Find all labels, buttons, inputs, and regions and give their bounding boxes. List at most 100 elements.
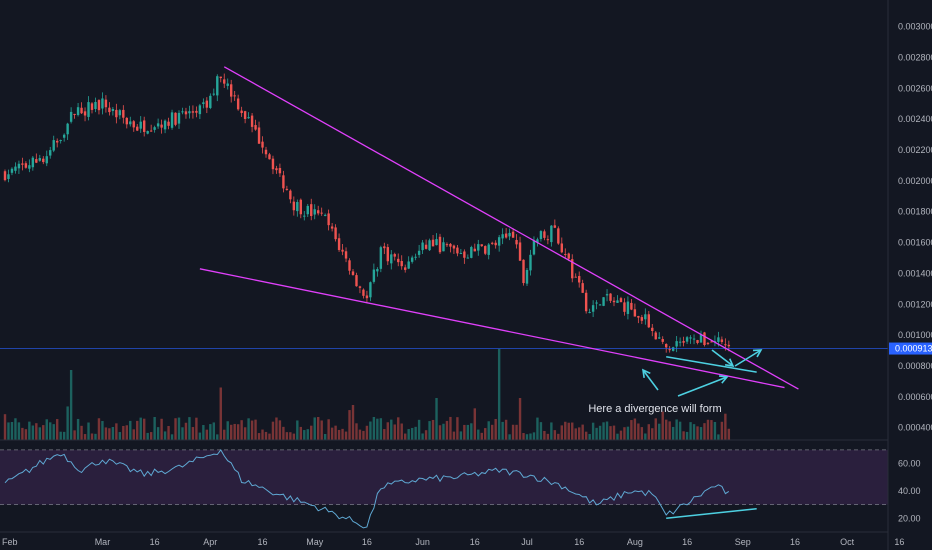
volume-bar xyxy=(90,433,94,440)
volume-bar xyxy=(372,416,376,440)
volume-bar xyxy=(588,433,591,440)
volume-bar xyxy=(386,422,389,440)
volume-bar xyxy=(240,420,243,440)
candle-body xyxy=(668,349,671,351)
candle-body xyxy=(473,248,476,252)
candle-body xyxy=(170,112,174,128)
volume-bar xyxy=(24,429,28,440)
volume-bar xyxy=(591,422,595,440)
candle-body xyxy=(626,301,630,314)
volume-bar xyxy=(365,425,369,440)
candle-body xyxy=(362,289,365,296)
volume-bar xyxy=(616,433,619,440)
price-tick-label: 0.000800 xyxy=(898,361,932,371)
volume-bar xyxy=(671,426,675,440)
volume-bar xyxy=(553,430,557,440)
time-axis: Feb Mar 16 Apr 16 May 16 Jun 16 Jul 16 Aug 16 Sep 16 Oc… xyxy=(2,537,904,547)
projection-arrow-down-head xyxy=(724,358,735,368)
volume-bar xyxy=(661,411,664,440)
time-tick-label: Apr xyxy=(203,537,217,547)
candle-body xyxy=(602,297,605,306)
volume-bar xyxy=(111,427,115,440)
volume-bar xyxy=(320,420,323,440)
volume-bar xyxy=(546,433,550,440)
volume-bar xyxy=(17,422,21,440)
volume-bar xyxy=(330,427,334,440)
price-tick-label: 0.001200 xyxy=(898,299,932,309)
candle-body xyxy=(62,134,66,138)
volume-bar xyxy=(630,420,633,440)
annotation-arrow-right xyxy=(677,376,728,397)
candle-body xyxy=(727,344,731,347)
projection-arrow-down xyxy=(711,349,734,367)
volume-bar xyxy=(202,425,205,440)
candle-body xyxy=(564,254,567,256)
candle-body xyxy=(630,302,633,310)
candle-body xyxy=(202,102,205,104)
time-tick-label: Jul xyxy=(521,537,533,547)
candle-body xyxy=(223,79,226,84)
candle-body xyxy=(97,100,101,111)
time-tick-label: Jun xyxy=(415,537,430,547)
candle-body xyxy=(616,300,619,303)
volume-bar xyxy=(149,432,153,440)
candle-body xyxy=(184,111,188,115)
candle-body xyxy=(195,110,198,113)
time-tick-label: 16 xyxy=(150,537,160,547)
candle-body xyxy=(470,247,473,258)
candle-body xyxy=(383,246,386,249)
volume-bar xyxy=(38,427,41,440)
volume-bar xyxy=(49,422,52,440)
candle-body xyxy=(129,121,132,125)
projection-arrow-up-head xyxy=(752,349,763,358)
candle-body xyxy=(282,175,285,189)
candle-body xyxy=(323,214,327,216)
volume-bar xyxy=(80,425,83,440)
candle-body xyxy=(14,166,17,171)
candle-body xyxy=(557,228,560,244)
candle-body xyxy=(31,157,35,168)
price-tick-label: 0.001800 xyxy=(898,207,932,217)
svg-text:0.000913: 0.000913 xyxy=(895,344,932,354)
volume-bar xyxy=(108,428,111,440)
candle-body xyxy=(480,244,483,247)
candle-body xyxy=(233,95,236,97)
volume-bar xyxy=(181,427,184,440)
volume-bar xyxy=(129,420,132,440)
candle-body xyxy=(230,84,233,97)
volume-bar xyxy=(497,349,501,440)
rsi-panel xyxy=(0,448,888,529)
volume-bar xyxy=(571,422,574,440)
candle-body xyxy=(303,215,306,217)
volume-bar xyxy=(595,427,598,440)
candle-body xyxy=(292,201,296,211)
candle-body xyxy=(69,111,73,122)
candle-body xyxy=(438,236,442,253)
time-tick-label: 16 xyxy=(574,537,584,547)
candle-body xyxy=(198,105,202,115)
volume-bar xyxy=(710,420,713,440)
candle-body xyxy=(442,242,445,252)
candle-body xyxy=(501,234,504,239)
candle-body xyxy=(487,244,490,255)
time-tick-label: 16 xyxy=(790,537,800,547)
candle-body xyxy=(671,347,675,351)
volume-bar xyxy=(578,427,581,440)
candle-body xyxy=(598,304,602,306)
volume-bar xyxy=(564,421,567,440)
candle-body xyxy=(209,95,212,108)
volume-bar xyxy=(463,424,466,440)
volume-bar xyxy=(539,422,543,440)
candle-body xyxy=(191,111,195,113)
volume-bar xyxy=(167,425,170,440)
candle-body xyxy=(717,337,720,342)
volume-bar xyxy=(14,418,17,440)
candle-body xyxy=(296,202,299,212)
time-tick-label: Feb xyxy=(2,537,18,547)
candle-body xyxy=(28,165,31,169)
volume-bar xyxy=(369,421,372,440)
volume-bar xyxy=(637,423,640,440)
volume-bar xyxy=(421,433,424,440)
candle-body xyxy=(334,227,337,240)
